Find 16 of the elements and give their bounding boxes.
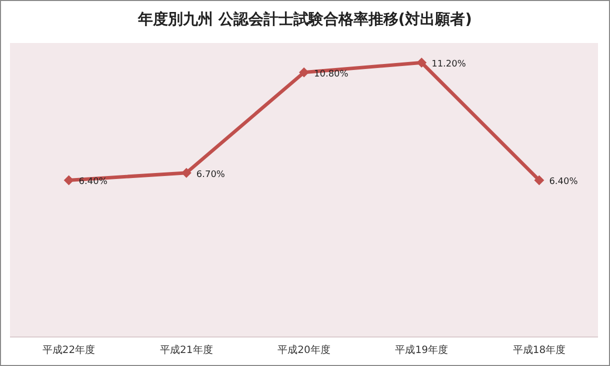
- xtick: 平成22年度: [42, 345, 96, 356]
- title: 年度別九州 公認会計士試験合格率推移(対出願者): [138, 10, 472, 28]
- value-label: 11.20%: [432, 60, 466, 70]
- xtick: 平成21年度: [160, 345, 213, 356]
- xtick: 平成18年度: [512, 345, 566, 356]
- value-label: 6.40%: [549, 177, 578, 188]
- point: [181, 168, 192, 178]
- point: [534, 175, 544, 186]
- xtick: 平成19年度: [395, 345, 448, 356]
- point: [416, 58, 427, 68]
- point: [299, 67, 309, 78]
- xtick: 平成20年度: [278, 345, 330, 356]
- value-label: 10.80%: [314, 69, 348, 80]
- value-label: 6.70%: [196, 170, 225, 180]
- value-label: 6.40%: [78, 177, 108, 188]
- point: [64, 175, 74, 186]
